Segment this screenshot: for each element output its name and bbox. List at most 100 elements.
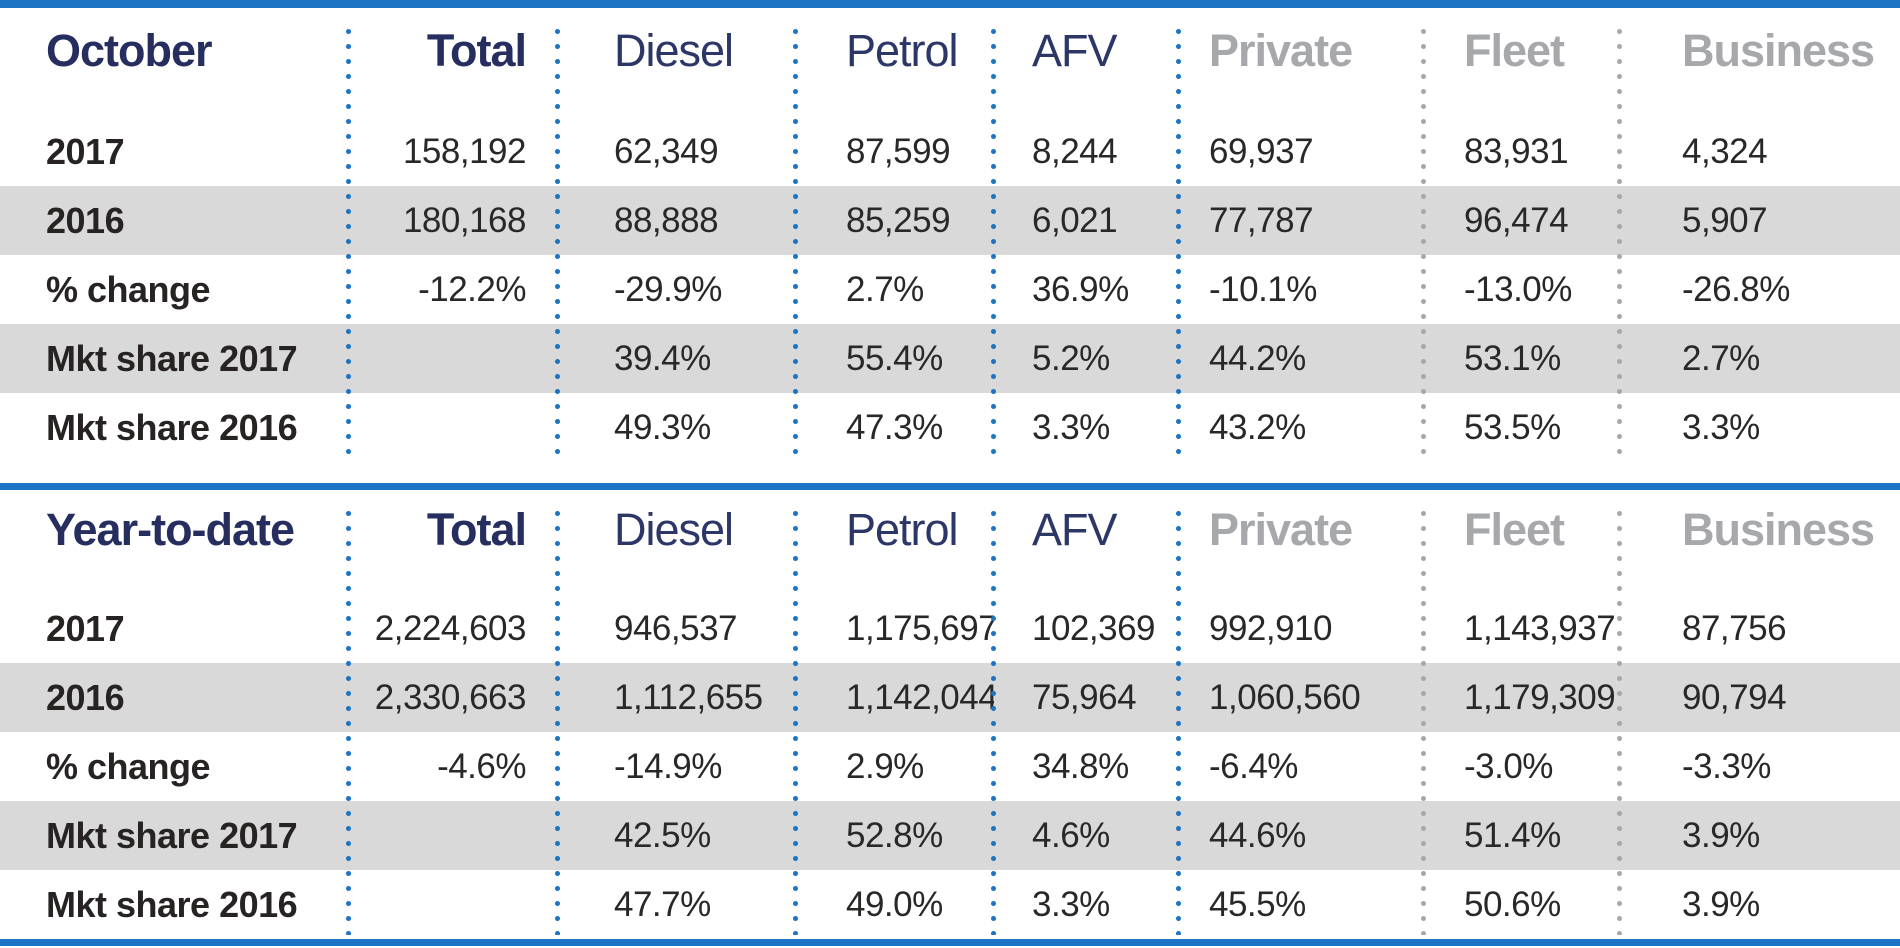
table-row-mkt-share-2017: Mkt share 2017 42.5% 52.8% 4.6% 44.6% 51… <box>0 801 1900 870</box>
cell-diesel: 47.7% <box>614 884 711 924</box>
row-label: % change <box>46 268 211 310</box>
cell-private: 45.5% <box>1209 884 1306 924</box>
cell-petrol: 2.9% <box>846 746 924 786</box>
cell-business: -26.8% <box>1682 269 1790 309</box>
cell-private: 69,937 <box>1209 131 1314 171</box>
bottom-border <box>0 939 1900 946</box>
cell-business: 3.3% <box>1682 407 1760 447</box>
cell-petrol: 2.7% <box>846 269 924 309</box>
column-separator <box>793 506 798 935</box>
cell-total <box>349 324 558 393</box>
ytd-header-row: Year-to-date Total Diesel Petrol AFV Pri… <box>0 490 1900 594</box>
table-row-pct-change: % change -12.2% -29.9% 2.7% 36.9% -10.1%… <box>0 255 1900 324</box>
row-label: % change <box>46 745 211 787</box>
row-label: 2017 <box>46 130 125 172</box>
cell-afv: 36.9% <box>1032 269 1129 309</box>
column-separator <box>1176 506 1181 935</box>
cell-petrol: 55.4% <box>846 338 943 378</box>
cell-total: -4.6% <box>437 746 526 786</box>
cell-afv: 34.8% <box>1032 746 1129 786</box>
cell-private: 44.6% <box>1209 815 1306 855</box>
table-row-mkt-share-2016: Mkt share 2016 47.7% 49.0% 3.3% 45.5% 50… <box>0 870 1900 939</box>
column-separator <box>1421 24 1426 458</box>
row-label: Mkt share 2016 <box>46 883 298 925</box>
cell-total: 2,224,603 <box>374 608 527 648</box>
row-label: Mkt share 2016 <box>46 406 298 448</box>
cell-private: -10.1% <box>1209 269 1317 309</box>
column-header-petrol: Petrol <box>846 24 959 76</box>
column-header-fleet: Fleet <box>1464 504 1565 555</box>
cell-petrol: 49.0% <box>846 884 943 924</box>
column-separator <box>555 506 560 935</box>
column-separator <box>1617 506 1622 935</box>
column-separator <box>346 24 351 458</box>
column-header-petrol: Petrol <box>846 504 959 555</box>
table-row-2017: 2017 158,192 62,349 87,599 8,244 69,937 … <box>0 117 1900 186</box>
cell-petrol: 47.3% <box>846 407 943 447</box>
column-header-afv: AFV <box>1032 24 1118 76</box>
cell-fleet: -13.0% <box>1464 269 1572 309</box>
column-separator <box>555 24 560 458</box>
column-header-diesel: Diesel <box>614 504 734 555</box>
cell-total <box>349 870 558 939</box>
row-label: 2016 <box>46 199 125 241</box>
table-row-2016: 2016 2,330,663 1,112,655 1,142,044 75,96… <box>0 663 1900 732</box>
cell-business: 3.9% <box>1682 815 1760 855</box>
cell-fleet: 96,474 <box>1464 200 1569 240</box>
cell-diesel: 39.4% <box>614 338 711 378</box>
cell-total <box>349 393 558 462</box>
cell-total: 180,168 <box>402 200 527 240</box>
column-header-fleet: Fleet <box>1464 24 1565 76</box>
table-title-ytd: Year-to-date <box>46 504 295 555</box>
column-header-private: Private <box>1209 24 1353 76</box>
cell-diesel: 946,537 <box>614 608 738 648</box>
cell-private: 43.2% <box>1209 407 1306 447</box>
cell-total: 158,192 <box>402 131 527 171</box>
cell-business: 5,907 <box>1682 200 1768 240</box>
cell-business: 2.7% <box>1682 338 1760 378</box>
cell-afv: 5.2% <box>1032 338 1110 378</box>
cell-fleet: 1,179,309 <box>1464 677 1616 717</box>
table-row-2017: 2017 2,224,603 946,537 1,175,697 102,369… <box>0 594 1900 663</box>
cell-petrol: 87,599 <box>846 131 951 171</box>
cell-business: 4,324 <box>1682 131 1768 171</box>
table-title-october: October <box>46 24 213 76</box>
row-label: Mkt share 2017 <box>46 814 298 856</box>
cell-petrol: 85,259 <box>846 200 951 240</box>
cell-diesel: 42.5% <box>614 815 711 855</box>
cell-diesel: 49.3% <box>614 407 711 447</box>
cell-business: 87,756 <box>1682 608 1787 648</box>
cell-fleet: 1,143,937 <box>1464 608 1616 648</box>
table-row-pct-change: % change -4.6% -14.9% 2.9% 34.8% -6.4% -… <box>0 732 1900 801</box>
table-row-mkt-share-2017: Mkt share 2017 39.4% 55.4% 5.2% 44.2% 53… <box>0 324 1900 393</box>
cell-private: 1,060,560 <box>1209 677 1361 717</box>
column-header-private: Private <box>1209 504 1353 555</box>
october-table: October Total Diesel Petrol AFV Private … <box>0 8 1900 462</box>
column-header-business: Business <box>1682 504 1875 555</box>
october-header-row: October Total Diesel Petrol AFV Private … <box>0 8 1900 117</box>
cell-total: 2,330,663 <box>374 677 527 717</box>
column-separator <box>991 506 996 935</box>
column-separator <box>346 506 351 935</box>
cell-diesel: -14.9% <box>614 746 722 786</box>
column-separator <box>1421 506 1426 935</box>
row-label: 2017 <box>46 607 125 649</box>
column-separator <box>1176 24 1181 458</box>
column-header-total: Total <box>426 24 527 76</box>
cell-business: -3.3% <box>1682 746 1771 786</box>
cell-afv: 75,964 <box>1032 677 1137 717</box>
cell-total <box>349 801 558 870</box>
column-separator <box>793 24 798 458</box>
cell-fleet: 50.6% <box>1464 884 1561 924</box>
cell-afv: 3.3% <box>1032 884 1110 924</box>
column-separator <box>991 24 996 458</box>
cell-diesel: -29.9% <box>614 269 722 309</box>
cell-diesel: 1,112,655 <box>614 677 763 717</box>
cell-diesel: 62,349 <box>614 131 719 171</box>
cell-petrol: 52.8% <box>846 815 943 855</box>
cell-afv: 4.6% <box>1032 815 1110 855</box>
cell-fleet: 53.5% <box>1464 407 1561 447</box>
column-header-afv: AFV <box>1032 504 1118 555</box>
row-label: 2016 <box>46 676 125 718</box>
